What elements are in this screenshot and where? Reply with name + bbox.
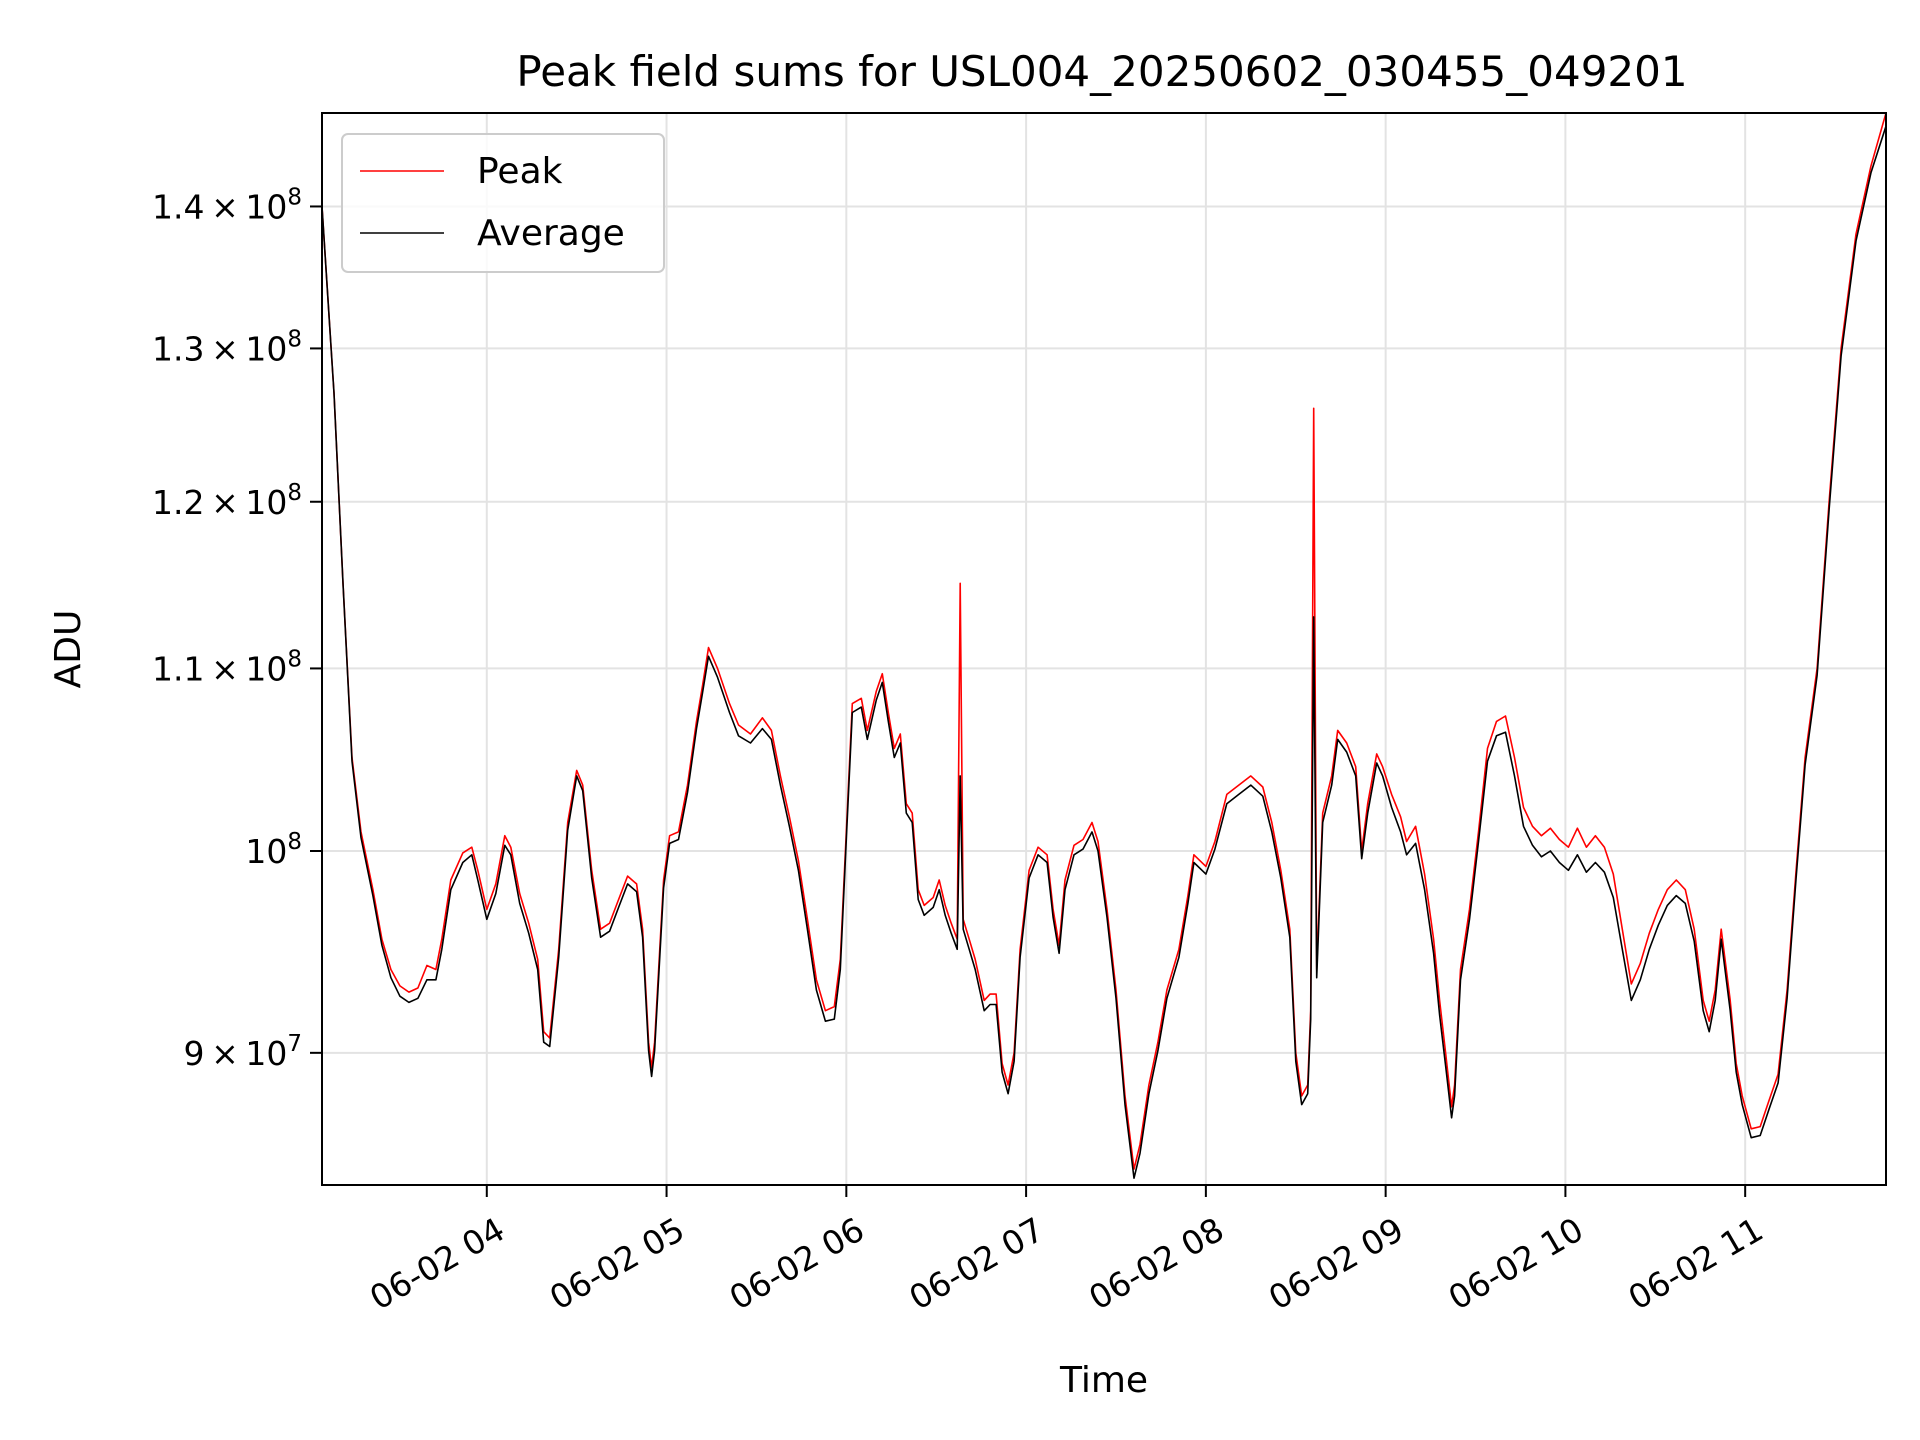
y-tick-base: 10 bbox=[245, 832, 287, 871]
x-axis-label: Time bbox=[1059, 1360, 1148, 1401]
series-layer bbox=[322, 113, 1886, 1179]
y-tick-label: 1.1 × 108 bbox=[152, 646, 302, 688]
y-tick-exponent: 8 bbox=[287, 480, 302, 506]
y-tick-exponent: 8 bbox=[287, 184, 302, 210]
y-tick-label: 1.4 × 108 bbox=[152, 184, 302, 226]
y-tick-exponent: 8 bbox=[287, 326, 302, 352]
y-tick-exponent: 8 bbox=[287, 646, 302, 672]
y-tick-base: 9 × 10 bbox=[184, 1034, 288, 1073]
legend-label-peak: Peak bbox=[477, 151, 563, 192]
legend-box bbox=[341, 133, 665, 273]
y-tick-label: 1.3 × 108 bbox=[152, 326, 302, 368]
y-tick-base: 1.3 × 10 bbox=[152, 329, 287, 368]
y-tick-label: 108 bbox=[245, 829, 302, 871]
y-tick-label: 1.2 × 108 bbox=[152, 480, 302, 522]
y-tick-exponent: 8 bbox=[287, 829, 302, 855]
y-tick-base: 1.2 × 10 bbox=[152, 483, 287, 522]
series-line-average bbox=[322, 125, 1886, 1179]
y-tick-label: 9 × 107 bbox=[184, 1031, 302, 1073]
y-tick-exponent: 7 bbox=[287, 1031, 302, 1057]
series-line-peak bbox=[322, 113, 1886, 1170]
plot-frame bbox=[321, 112, 1887, 1186]
y-tick-base: 1.1 × 10 bbox=[152, 649, 287, 688]
legend-label-average: Average bbox=[477, 213, 625, 254]
chart-title: Peak field sums for USL004_20250602_0304… bbox=[516, 47, 1687, 96]
y-tick-base: 1.4 × 10 bbox=[152, 187, 287, 226]
y-axis-label: ADU bbox=[48, 610, 89, 689]
gridlines bbox=[322, 113, 1886, 1185]
legend: Peak Average bbox=[341, 133, 665, 273]
